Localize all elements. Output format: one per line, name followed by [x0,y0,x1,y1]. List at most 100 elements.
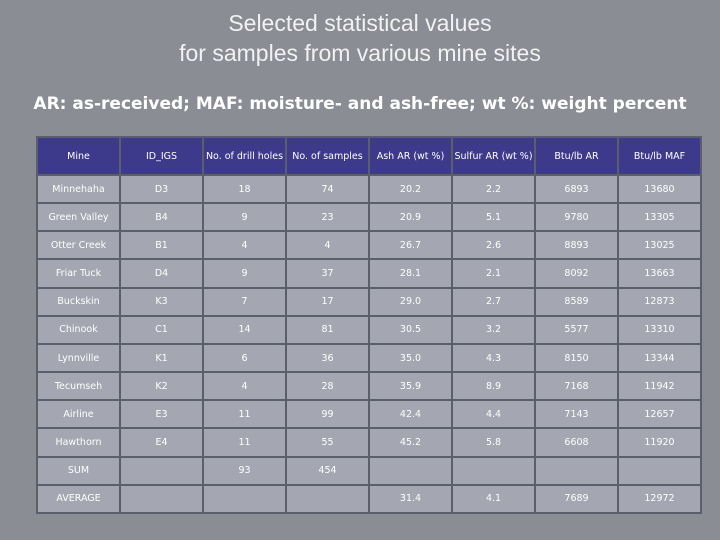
cell-btu-ar: 8150 [536,344,617,372]
cell-mine: Airline [38,401,119,428]
cell-ash-ar: 45.2 [370,429,451,456]
cell-mine: Chinook [38,316,119,343]
slide-title: Selected statistical values for samples … [0,8,720,68]
table-row: Friar Tuck D4 9 37 28.1 2.1 8092 13663 [38,260,700,287]
cell-drill-holes: 7 [204,288,285,315]
cell-mine: SUM [38,457,119,484]
cell-samples: 23 [287,204,368,231]
table-row: Green Valley B4 9 23 20.9 5.1 9780 13305 [38,204,700,231]
cell-id-igs: C1 [121,316,202,343]
cell-btu-maf: 12657 [619,401,700,428]
cell-btu-ar: 8589 [536,288,617,315]
cell-btu-ar: 7689 [536,485,617,512]
cell-samples: 81 [287,316,368,343]
cell-samples: 17 [287,288,368,315]
header-sulfur-ar: Sulfur AR (wt %) [453,138,534,174]
cell-ash-ar: 30.5 [370,316,451,343]
cell-id-igs: E3 [121,401,202,428]
cell-samples [287,485,368,512]
cell-id-igs: B1 [121,232,202,259]
cell-id-igs [121,457,202,484]
mine-stats-table: Mine ID_IGS No. of drill holes No. of sa… [36,136,702,514]
title-line-1: Selected statistical values [228,10,492,36]
mine-stats-table-container: Mine ID_IGS No. of drill holes No. of sa… [36,136,702,514]
cell-samples: 4 [287,232,368,259]
cell-mine: Friar Tuck [38,260,119,287]
cell-id-igs: D4 [121,260,202,287]
cell-drill-holes: 4 [204,232,285,259]
cell-mine: Otter Creek [38,232,119,259]
cell-id-igs: D3 [121,176,202,203]
cell-btu-ar: 5577 [536,316,617,343]
cell-samples: 28 [287,373,368,400]
cell-ash-ar: 31.4 [370,485,451,512]
cell-btu-maf: 13305 [619,204,700,231]
cell-ash-ar: 26.7 [370,232,451,259]
cell-drill-holes: 6 [204,344,285,372]
cell-mine: Minnehaha [38,176,119,203]
cell-btu-maf: 11920 [619,429,700,456]
cell-id-igs [121,485,202,512]
cell-sulfur-ar: 2.1 [453,260,534,287]
cell-ash-ar: 35.0 [370,344,451,372]
cell-sulfur-ar: 2.6 [453,232,534,259]
table-row: Chinook C1 14 81 30.5 3.2 5577 13310 [38,316,700,343]
cell-ash-ar: 29.0 [370,288,451,315]
cell-btu-maf: 13344 [619,344,700,372]
cell-sulfur-ar: 5.1 [453,204,534,231]
cell-btu-ar: 6893 [536,176,617,203]
cell-drill-holes: 11 [204,401,285,428]
cell-btu-ar: 7168 [536,373,617,400]
cell-samples: 74 [287,176,368,203]
table-row: Otter Creek B1 4 4 26.7 2.6 8893 13025 [38,232,700,259]
cell-id-igs: K1 [121,344,202,372]
cell-sulfur-ar: 4.3 [453,344,534,372]
cell-sulfur-ar [453,457,534,484]
title-line-2: for samples from various mine sites [179,40,541,66]
cell-btu-maf: 12972 [619,485,700,512]
table-row: Hawthorn E4 11 55 45.2 5.8 6608 11920 [38,429,700,456]
cell-mine: Hawthorn [38,429,119,456]
cell-id-igs: E4 [121,429,202,456]
cell-btu-maf [619,457,700,484]
header-id-igs: ID_IGS [121,138,202,174]
cell-samples: 99 [287,401,368,428]
table-row: Minnehaha D3 18 74 20.2 2.2 6893 13680 [38,176,700,203]
cell-drill-holes: 18 [204,176,285,203]
table-row: Airline E3 11 99 42.4 4.4 7143 12657 [38,401,700,428]
cell-ash-ar: 42.4 [370,401,451,428]
cell-sulfur-ar: 4.4 [453,401,534,428]
cell-mine: Tecumseh [38,373,119,400]
table-row: Buckskin K3 7 17 29.0 2.7 8589 12873 [38,288,700,315]
cell-drill-holes: 14 [204,316,285,343]
header-ash-ar: Ash AR (wt %) [370,138,451,174]
cell-btu-ar: 8893 [536,232,617,259]
cell-samples: 55 [287,429,368,456]
cell-btu-ar: 9780 [536,204,617,231]
cell-mine: Green Valley [38,204,119,231]
cell-sulfur-ar: 2.7 [453,288,534,315]
cell-sulfur-ar: 4.1 [453,485,534,512]
cell-sulfur-ar: 8.9 [453,373,534,400]
table-body: Minnehaha D3 18 74 20.2 2.2 6893 13680 Green Val… [38,176,700,512]
header-btu-ar: Btu/lb AR [536,138,617,174]
header-samples: No. of samples [287,138,368,174]
cell-btu-ar: 7143 [536,401,617,428]
cell-samples: 36 [287,344,368,372]
header-btu-maf: Btu/lb MAF [619,138,700,174]
cell-drill-holes: 9 [204,204,285,231]
table-row: SUM 93 454 [38,457,700,484]
cell-ash-ar: 20.2 [370,176,451,203]
cell-samples: 454 [287,457,368,484]
cell-btu-maf: 13680 [619,176,700,203]
table-row: Lynnville K1 6 36 35.0 4.3 8150 13344 [38,344,700,372]
cell-btu-maf: 11942 [619,373,700,400]
cell-drill-holes [204,485,285,512]
cell-drill-holes: 93 [204,457,285,484]
cell-btu-ar [536,457,617,484]
cell-btu-maf: 13310 [619,316,700,343]
cell-id-igs: K2 [121,373,202,400]
cell-sulfur-ar: 3.2 [453,316,534,343]
cell-ash-ar [370,457,451,484]
slide-subtitle: AR: as-received; MAF: moisture- and ash-… [33,94,687,114]
